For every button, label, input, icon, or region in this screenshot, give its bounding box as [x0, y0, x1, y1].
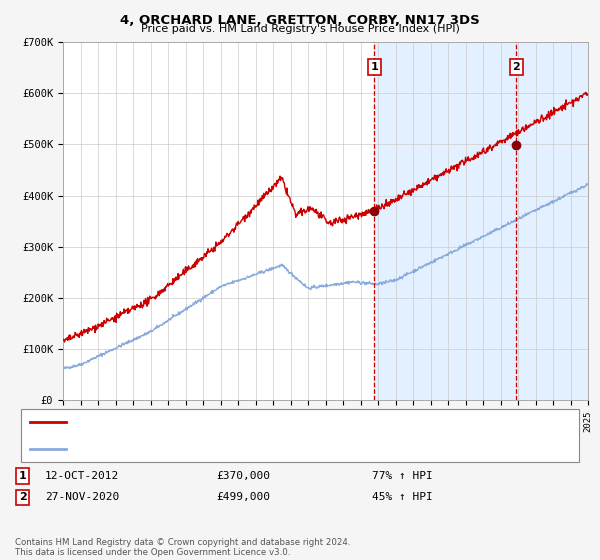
Text: HPI: Average price, detached house, North Northamptonshire: HPI: Average price, detached house, Nort… — [69, 444, 389, 454]
Text: 1: 1 — [370, 62, 378, 72]
Text: 27-NOV-2020: 27-NOV-2020 — [45, 492, 119, 502]
Text: £370,000: £370,000 — [216, 471, 270, 481]
Text: 4, ORCHARD LANE, GRETTON, CORBY, NN17 3DS (detached house): 4, ORCHARD LANE, GRETTON, CORBY, NN17 3D… — [69, 417, 419, 427]
Text: Contains HM Land Registry data © Crown copyright and database right 2024.
This d: Contains HM Land Registry data © Crown c… — [15, 538, 350, 557]
Text: Price paid vs. HM Land Registry's House Price Index (HPI): Price paid vs. HM Land Registry's House … — [140, 24, 460, 34]
Text: 2: 2 — [19, 492, 26, 502]
Text: 1: 1 — [19, 471, 26, 481]
Text: 77% ↑ HPI: 77% ↑ HPI — [372, 471, 433, 481]
Text: 2: 2 — [512, 62, 520, 72]
Text: 45% ↑ HPI: 45% ↑ HPI — [372, 492, 433, 502]
Text: 4, ORCHARD LANE, GRETTON, CORBY, NN17 3DS: 4, ORCHARD LANE, GRETTON, CORBY, NN17 3D… — [120, 14, 480, 27]
Bar — [374, 42, 588, 400]
Text: 12-OCT-2012: 12-OCT-2012 — [45, 471, 119, 481]
Text: £499,000: £499,000 — [216, 492, 270, 502]
